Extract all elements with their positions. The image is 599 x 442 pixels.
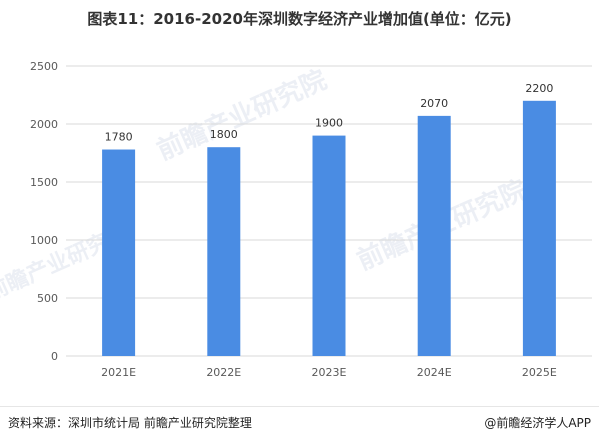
data-label: 2200 <box>525 82 553 95</box>
x-tick-label: 2022E <box>206 366 241 379</box>
source-note: 资料来源：深圳市统计局 前瞻产业研究院整理 <box>8 416 252 430</box>
data-labels: 1780 1800 1900 2070 2200 <box>105 82 554 144</box>
footer-divider <box>0 406 599 407</box>
y-tick-label: 1500 <box>30 176 58 189</box>
bar <box>102 149 136 356</box>
data-label: 1800 <box>210 128 238 141</box>
x-tick-label: 2024E <box>417 366 452 379</box>
y-tick-label: 500 <box>37 292 58 305</box>
bar <box>417 115 451 356</box>
x-tick-label: 2021E <box>101 366 136 379</box>
x-tick-label: 2023E <box>312 366 347 379</box>
data-label: 1780 <box>105 131 133 144</box>
y-axis-ticks: 0 500 1000 1500 2000 2500 <box>30 60 58 363</box>
chart-title: 图表11：2016-2020年深圳数字经济产业增加值(单位：亿元) <box>87 10 512 28</box>
bar <box>312 135 346 356</box>
x-axis-ticks: 2021E 2022E 2023E 2024E 2025E <box>101 366 557 379</box>
y-tick-label: 2000 <box>30 118 58 131</box>
y-tick-label: 1000 <box>30 234 58 247</box>
data-label: 2070 <box>420 97 448 110</box>
x-tick-label: 2025E <box>522 366 557 379</box>
credit-note: @前瞻经济学人APP <box>484 416 591 430</box>
data-label: 1900 <box>315 117 343 130</box>
y-tick-label: 2500 <box>30 60 58 73</box>
y-tick-label: 0 <box>51 350 58 363</box>
bar <box>522 100 556 356</box>
bar <box>207 147 241 356</box>
bar-series <box>102 100 556 356</box>
